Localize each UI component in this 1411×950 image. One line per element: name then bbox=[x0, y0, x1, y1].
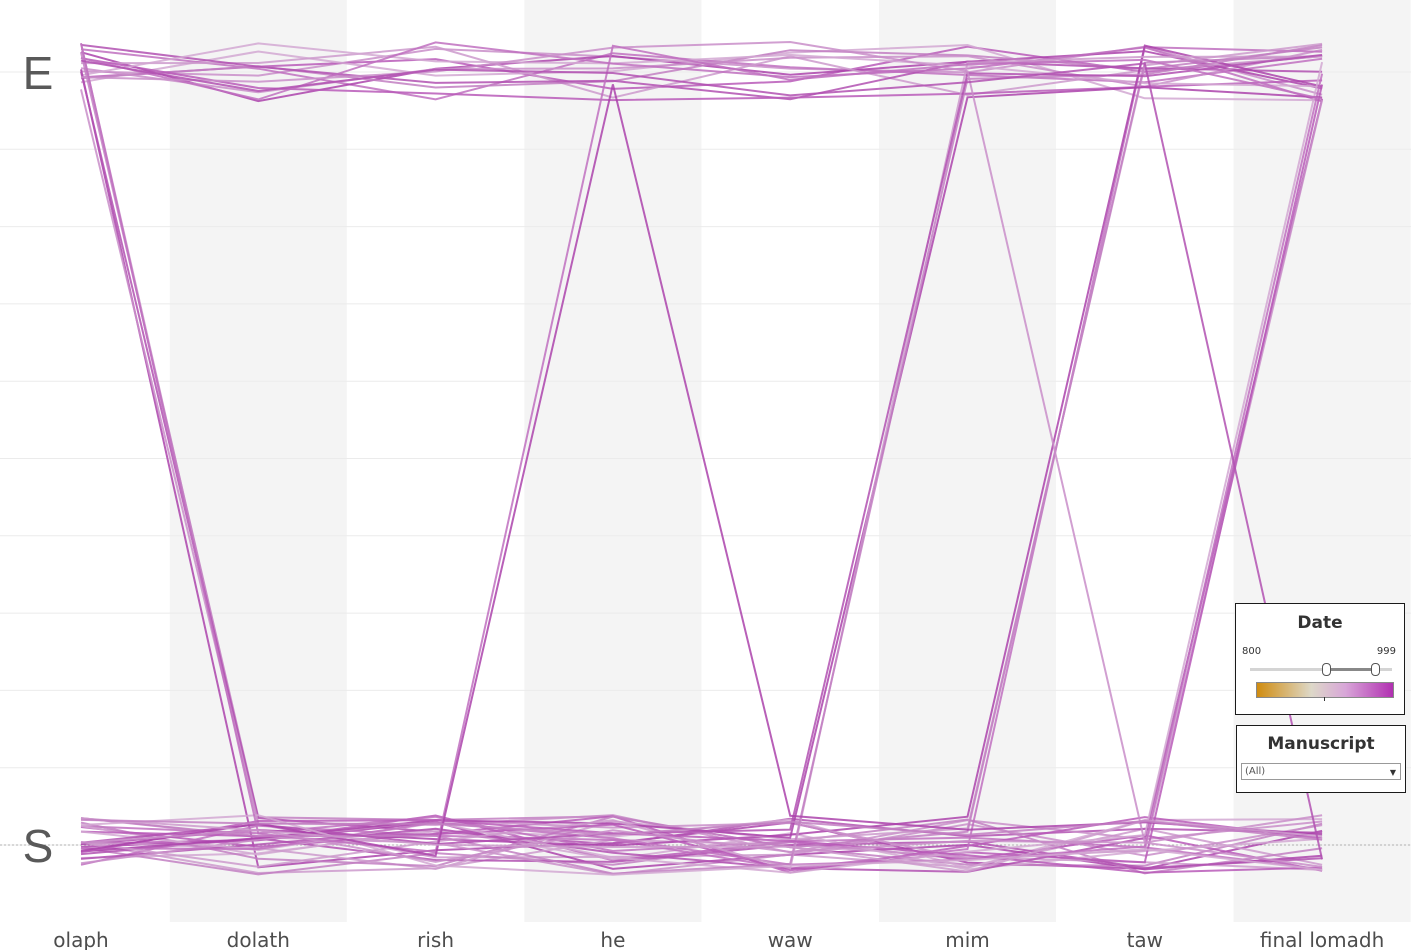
date-slider-range bbox=[1325, 668, 1375, 671]
x-axis-labels: olaph dolath rish he waw mim taw final lomadh bbox=[53, 928, 1384, 950]
x-tick-label: final lomadh bbox=[1260, 928, 1384, 950]
manuscript-filter-panel: Manuscript (All) ▼ bbox=[1236, 725, 1406, 793]
x-tick-label: waw bbox=[768, 928, 813, 950]
series-line bbox=[80, 819, 1323, 874]
date-filter-panel: Date 800 999 bbox=[1235, 603, 1405, 715]
series-line bbox=[80, 41, 1323, 103]
manuscript-filter-title: Manuscript bbox=[1267, 734, 1375, 754]
date-color-legend bbox=[1256, 682, 1394, 698]
x-tick-label: dolath bbox=[227, 928, 290, 950]
x-tick-label: he bbox=[600, 928, 625, 950]
series-line bbox=[80, 98, 1324, 873]
series-line bbox=[80, 55, 1323, 870]
x-tick-label: olaph bbox=[53, 928, 108, 950]
series-line bbox=[80, 53, 1323, 846]
manuscript-selected-value: (All) bbox=[1245, 766, 1266, 777]
series-lines bbox=[80, 40, 1324, 876]
y-level-label: S bbox=[23, 820, 54, 872]
series-line bbox=[80, 817, 1323, 873]
date-filter-title: Date bbox=[1297, 613, 1343, 633]
column-band bbox=[524, 0, 702, 922]
series-line bbox=[80, 73, 1324, 866]
series-line bbox=[80, 818, 1323, 841]
series-line bbox=[80, 42, 1323, 88]
series-line bbox=[80, 40, 1323, 844]
date-slider-min-handle[interactable] bbox=[1322, 663, 1331, 676]
column-band bbox=[879, 0, 1056, 922]
column-bands bbox=[169, 0, 1411, 922]
date-slider-track[interactable] bbox=[1250, 668, 1392, 671]
chevron-down-icon[interactable]: ▼ bbox=[1389, 768, 1396, 777]
y-level-label: E bbox=[23, 47, 54, 99]
series-line bbox=[80, 829, 1323, 868]
date-slider-max-handle[interactable] bbox=[1371, 663, 1380, 676]
x-tick-label: mim bbox=[945, 928, 990, 950]
y-axis-labels: ES bbox=[23, 47, 54, 872]
manuscript-select[interactable]: (All) ▼ bbox=[1241, 763, 1401, 780]
series-line bbox=[80, 42, 1323, 853]
date-min-label: 800 bbox=[1242, 646, 1262, 657]
x-tick-label: rish bbox=[417, 928, 454, 950]
date-legend-tick bbox=[1324, 697, 1325, 701]
column-band bbox=[169, 0, 347, 922]
x-tick-label: taw bbox=[1127, 928, 1163, 950]
date-max-label: 999 bbox=[1376, 646, 1396, 657]
series-line bbox=[80, 59, 1324, 860]
